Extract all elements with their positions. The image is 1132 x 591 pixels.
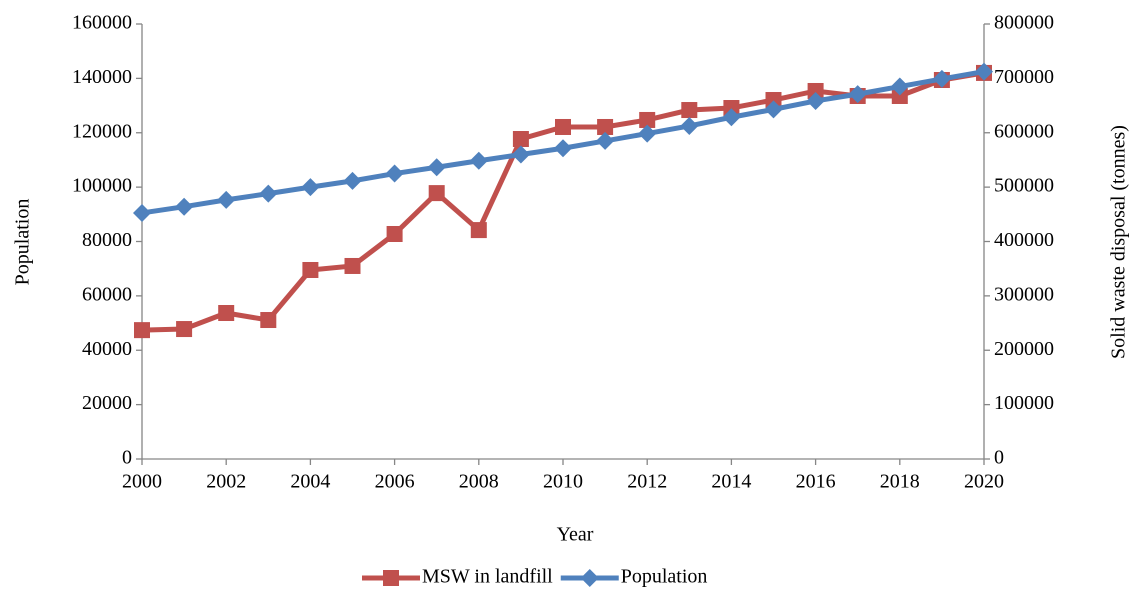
marker — [301, 178, 320, 197]
y-tick-label: 120000 — [72, 120, 132, 142]
marker — [580, 569, 599, 587]
legend-label: MSW in landfill — [422, 566, 553, 588]
marker — [218, 305, 235, 322]
x-tick-label: 2020 — [964, 471, 1004, 493]
marker — [681, 102, 698, 119]
y2-tick-label: 600000 — [994, 120, 1054, 142]
marker — [890, 77, 909, 96]
marker — [260, 312, 277, 329]
y2-tick-label: 300000 — [994, 283, 1054, 305]
marker — [259, 184, 278, 203]
marker — [932, 69, 951, 88]
marker — [764, 100, 783, 119]
y-tick-label: 160000 — [72, 12, 132, 34]
marker — [975, 62, 993, 81]
y-tick-label: 40000 — [82, 338, 132, 360]
marker — [217, 190, 236, 209]
marker — [386, 225, 403, 242]
marker — [554, 139, 572, 158]
marker — [176, 321, 193, 338]
marker — [302, 261, 319, 278]
marker — [469, 151, 488, 170]
marker — [723, 100, 740, 117]
marker — [891, 87, 908, 104]
x-tick-label: 2006 — [375, 471, 415, 493]
marker — [343, 171, 362, 190]
y2-axis-title: Solid waste disposal (tonnes) — [1108, 125, 1130, 359]
x-tick-label: 2000 — [122, 471, 162, 493]
x-axis-title: Year — [557, 524, 594, 546]
marker — [680, 116, 699, 135]
marker — [722, 108, 741, 127]
y-axis-title: Population — [12, 199, 34, 286]
marker — [807, 82, 824, 99]
x-tick-label: 2002 — [206, 471, 246, 493]
marker — [383, 570, 399, 586]
x-tick-label: 2008 — [459, 471, 499, 493]
y-tick-label: 20000 — [82, 392, 132, 414]
y-tick-label: 100000 — [72, 175, 132, 197]
y2-tick-label: 700000 — [994, 66, 1054, 88]
marker — [596, 131, 615, 150]
x-tick-label: 2010 — [543, 471, 583, 493]
y-tick-label: 0 — [122, 447, 132, 469]
marker — [427, 158, 446, 177]
x-tick-label: 2016 — [796, 471, 836, 493]
marker — [765, 92, 782, 109]
marker — [639, 111, 656, 128]
y2-tick-label: 0 — [994, 447, 1004, 469]
marker — [511, 145, 530, 164]
y2-tick-label: 400000 — [994, 229, 1054, 251]
y-tick-label: 140000 — [72, 66, 132, 88]
y2-tick-label: 200000 — [994, 338, 1054, 360]
marker — [848, 85, 867, 104]
marker — [428, 185, 445, 202]
y-tick-label: 60000 — [82, 283, 132, 305]
marker — [175, 197, 194, 216]
marker — [134, 322, 150, 339]
marker — [133, 203, 151, 222]
marker — [597, 118, 614, 135]
x-tick-label: 2018 — [880, 471, 920, 493]
x-tick-label: 2014 — [711, 471, 751, 493]
x-tick-label: 2012 — [627, 471, 667, 493]
marker — [555, 118, 571, 135]
y-tick-label: 80000 — [82, 229, 132, 251]
marker — [638, 124, 657, 143]
marker — [806, 91, 825, 110]
marker — [512, 131, 529, 148]
y2-tick-label: 100000 — [994, 392, 1054, 414]
y2-tick-label: 800000 — [994, 12, 1054, 34]
marker — [470, 222, 487, 239]
marker — [385, 164, 404, 183]
x-tick-label: 2004 — [290, 471, 330, 493]
legend-label: Population — [621, 566, 708, 588]
y2-tick-label: 500000 — [994, 175, 1054, 197]
marker — [344, 257, 361, 274]
